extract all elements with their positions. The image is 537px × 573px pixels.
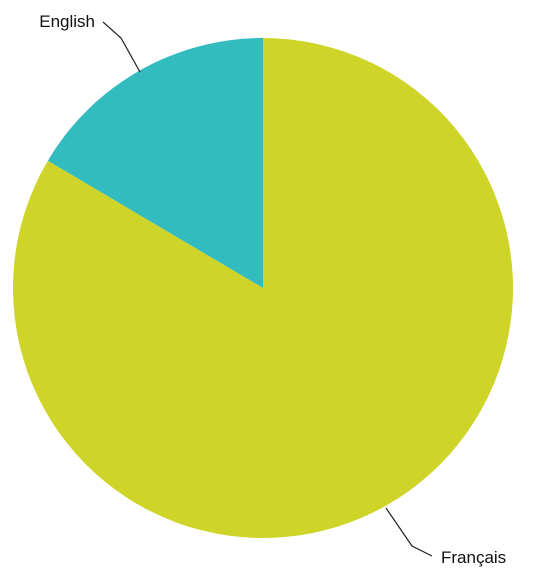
leader-line	[102, 21, 141, 73]
pie-slices	[13, 37, 514, 539]
slice-labels: Français English	[39, 12, 506, 567]
slice-label: Français	[441, 548, 506, 567]
leader-line	[385, 507, 433, 557]
pie-slice-fran-ais	[13, 38, 514, 539]
slice-label: English	[39, 12, 95, 31]
leader-lines	[102, 21, 433, 557]
pie-slice-english	[47, 37, 263, 288]
